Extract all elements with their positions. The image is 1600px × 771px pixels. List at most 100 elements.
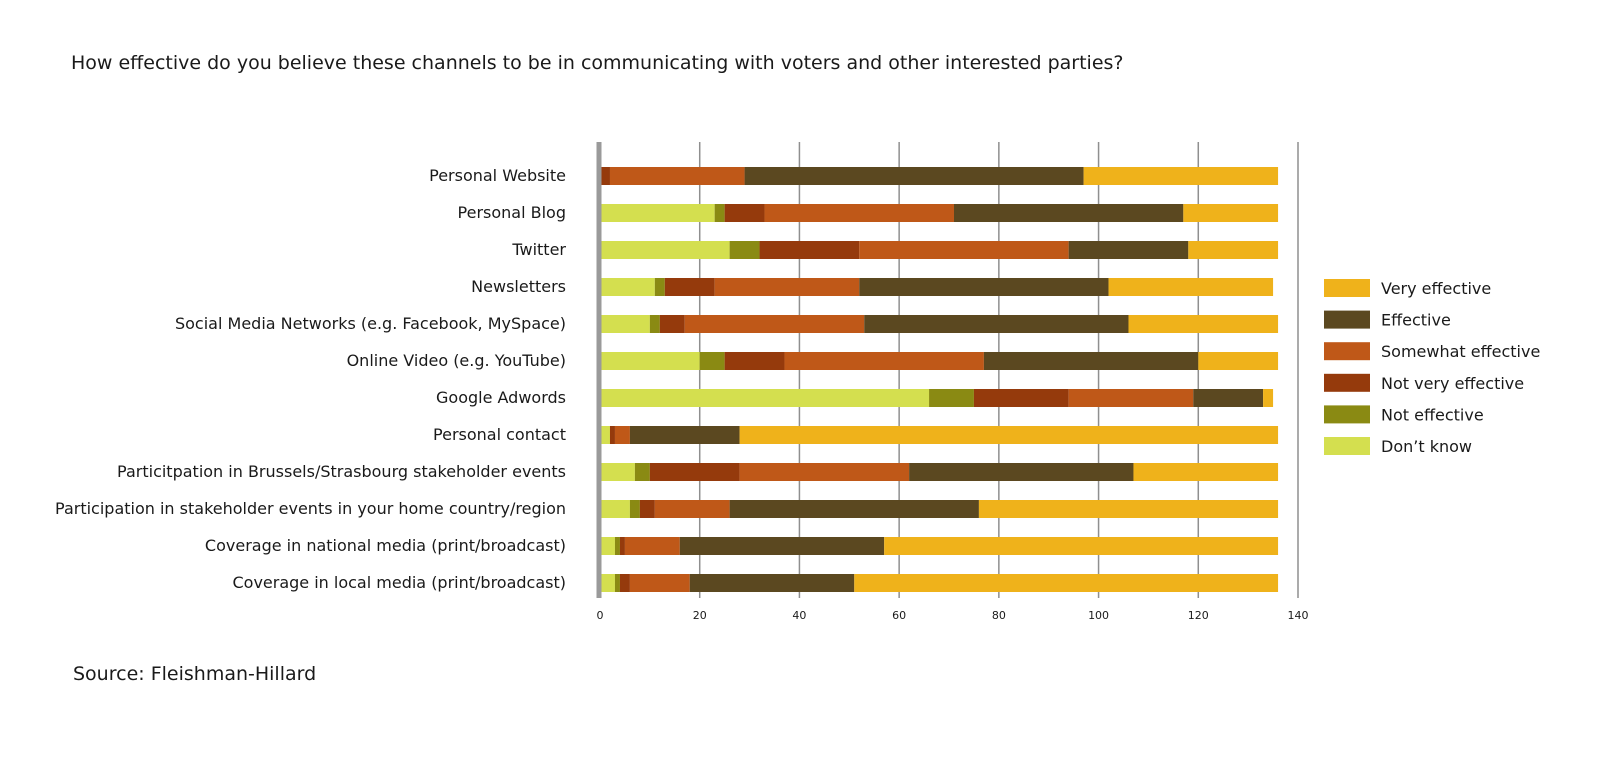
bar-segment-effective [983,352,1199,370]
bar-segment-very-effective [1263,389,1274,407]
chart-title: How effective do you believe these chann… [71,52,1124,74]
bar-segment-very-effective [1128,315,1279,333]
bar-segment-don-t-know [600,204,715,222]
bar-segment-not-very-effective [609,426,615,444]
legend-swatch [1324,405,1370,424]
x-tick-label: 100 [1088,609,1109,622]
x-tick-label: 60 [892,609,906,622]
bar-segment-not-effective [654,278,665,296]
bar-segment-somewhat-effective [739,463,910,481]
x-tick-label: 80 [992,609,1006,622]
bar-segment-don-t-know [600,537,615,555]
bar-segment-not-very-effective [724,204,765,222]
category-label: Personal Website [429,166,566,185]
bar-segment-very-effective [854,574,1279,592]
bar-segment-not-very-effective [664,278,715,296]
bar-segment-not-effective [714,204,725,222]
bar-segment-effective [864,315,1129,333]
bar-segment-very-effective [1183,204,1279,222]
bar-segment-somewhat-effective [614,426,630,444]
bar-segment-don-t-know [600,352,700,370]
bar-series [600,167,1279,592]
category-labels: Personal Website Personal Blog Twitter News… [55,166,566,592]
bar-segment-very-effective [1133,463,1279,481]
bar-segment-somewhat-effective [764,204,954,222]
bar-segment-not-effective [699,352,725,370]
bar-segment-somewhat-effective [1068,389,1194,407]
bar-segment-effective [679,537,885,555]
bar-segment-effective [689,574,855,592]
bar-segment-very-effective [978,500,1279,518]
legend-swatch [1324,279,1370,297]
category-label: Google Adwords [436,388,566,407]
bar-segment-very-effective [884,537,1279,555]
category-label: Coverage in national media (print/broadc… [205,536,566,555]
x-tick-label: 0 [597,609,604,622]
bar-segment-don-t-know [600,500,630,518]
bar-segment-don-t-know [600,315,650,333]
bar-segment-don-t-know [600,426,610,444]
bar-segment-very-effective [1198,352,1279,370]
bar-segment-not-effective [634,463,650,481]
bar-segment-effective [909,463,1134,481]
bar-segment-very-effective [1108,278,1274,296]
category-label: Personal contact [433,425,566,444]
bar-segment-don-t-know [600,389,930,407]
x-tick-label: 140 [1288,609,1309,622]
bar-segment-somewhat-effective [654,500,730,518]
category-label: Twitter [511,240,566,259]
x-tick-label: 40 [792,609,806,622]
bar-segment-not-very-effective [619,574,630,592]
bar-segment-not-very-effective [724,352,785,370]
bar-segment-effective [953,204,1184,222]
bar-segment-somewhat-effective [784,352,984,370]
category-label: Particitpation in Brussels/Strasbourg st… [117,462,566,481]
bar-segment-effective [629,426,740,444]
bar-segment-effective [1193,389,1264,407]
bar-segment-not-very-effective [759,241,860,259]
bar-segment-very-effective [739,426,1279,444]
legend-swatch [1324,342,1370,361]
x-axis: 0 20 40 60 80 100 120 140 [596,142,1309,622]
bar-segment-very-effective [1188,241,1279,259]
bar-segment-not-effective [629,500,640,518]
legend: Very effective Effective Somewhat effectiv… [1324,279,1540,456]
legend-label: Very effective [1381,279,1491,298]
bar-segment-don-t-know [600,463,635,481]
legend-label: Somewhat effective [1381,342,1540,361]
bar-segment-not-effective [729,241,760,259]
category-label: Social Media Networks (e.g. Facebook, My… [175,314,566,333]
x-tick-label: 20 [693,609,707,622]
category-label: Participation in stakeholder events in y… [55,499,566,518]
bar-segment-not-very-effective [619,537,625,555]
legend-swatch [1324,373,1370,392]
bar-segment-somewhat-effective [629,574,690,592]
bar-segment-don-t-know [600,278,655,296]
legend-label: Don’t know [1381,437,1472,456]
legend-label: Not very effective [1381,374,1524,393]
legend-swatch [1324,310,1370,329]
bar-segment-not-very-effective [639,500,655,518]
legend-label: Not effective [1381,405,1484,424]
bar-segment-not-effective [929,389,974,407]
bar-segment-effective [859,278,1109,296]
bar-segment-effective [744,167,1084,185]
bar-segment-very-effective [1083,167,1279,185]
bar-segment-somewhat-effective [714,278,860,296]
bar-segment-don-t-know [600,241,730,259]
legend-label: Effective [1381,311,1451,330]
bar-segment-somewhat-effective [624,537,680,555]
bar-segment-effective [1068,241,1189,259]
x-tick-label: 120 [1188,609,1209,622]
legend-swatch [1324,437,1370,455]
bar-segment-somewhat-effective [684,315,865,333]
bar-segment-not-very-effective [973,389,1069,407]
bar-segment-not-very-effective [659,315,685,333]
category-label: Newsletters [471,277,566,296]
bar-segment-somewhat-effective [609,167,745,185]
category-label: Online Video (e.g. YouTube) [347,351,566,370]
bar-segment-not-effective [649,315,660,333]
bar-segment-effective [729,500,979,518]
category-label: Personal Blog [458,203,566,222]
